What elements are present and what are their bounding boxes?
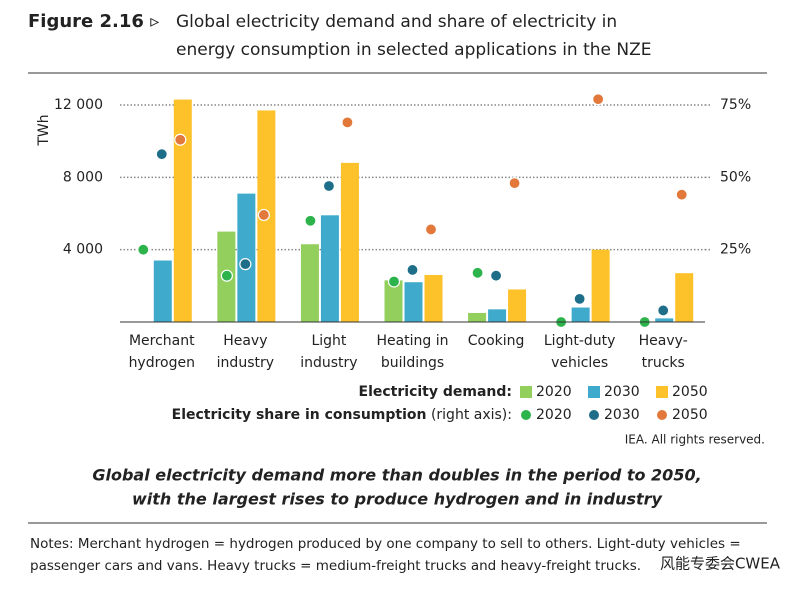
bar <box>591 249 610 322</box>
legend-title: Electricity demand: <box>359 384 512 400</box>
bar <box>384 280 403 322</box>
x-tick-label: Merchant <box>129 333 195 349</box>
source: IEA. All rights reserved. <box>625 433 765 447</box>
bar <box>424 274 443 322</box>
legend-label: 2030 <box>604 384 640 400</box>
bar <box>237 193 256 322</box>
dot <box>137 243 150 256</box>
dot <box>573 292 586 305</box>
bar <box>320 215 339 322</box>
legend-title: Electricity share in consumption (right … <box>172 407 512 423</box>
y-axis-label: TWh <box>36 114 52 146</box>
legend-note: (right axis): <box>431 407 512 423</box>
x-tick-label: hydrogen <box>129 355 195 371</box>
legend-title-bold: Electricity demand: <box>359 384 512 400</box>
x-tick-label: Light-duty <box>544 333 616 349</box>
caption: with the largest rises to produce hydrog… <box>132 490 663 509</box>
bar <box>655 318 674 322</box>
dot <box>675 188 688 201</box>
y-tick-label: 12 000 <box>54 97 103 113</box>
x-tick-label: vehicles <box>551 355 608 371</box>
legend-label: 2050 <box>672 384 708 400</box>
x-tick-label: Heating in <box>376 333 448 349</box>
caption: Global electricity demand more than doub… <box>92 466 701 485</box>
title: Global electricity demand and share of e… <box>176 12 617 32</box>
bar <box>173 99 192 322</box>
dot <box>508 177 521 190</box>
legend-title-bold: Electricity share in consumption <box>172 407 427 423</box>
bar <box>675 273 694 322</box>
x-tick-label: trucks <box>642 355 685 371</box>
bar <box>488 309 507 322</box>
dot <box>155 148 168 161</box>
figure-number: Figure 2.16 ▹ <box>28 11 159 32</box>
x-tick-label: Heavy <box>223 333 267 349</box>
bar <box>300 244 319 322</box>
bar <box>404 282 423 322</box>
y2-tick-label: 75% <box>720 97 751 113</box>
x-tick-label: industry <box>300 355 357 371</box>
dot <box>304 214 317 227</box>
bar <box>571 307 590 322</box>
dot <box>406 263 419 277</box>
dot <box>592 93 605 106</box>
bar <box>468 312 487 322</box>
legend-label: 2030 <box>604 407 640 423</box>
dot <box>424 223 438 236</box>
dot <box>239 258 252 271</box>
legend-swatch <box>521 410 531 420</box>
dot <box>174 133 187 146</box>
notes: passenger cars and vans. Heavy trucks = … <box>30 558 641 574</box>
y2-tick-label: 50% <box>720 169 751 185</box>
x-tick-label: buildings <box>381 355 444 371</box>
x-tick-label: Heavy- <box>639 333 688 349</box>
legend-label: 2020 <box>536 384 572 400</box>
dot <box>257 208 270 222</box>
legend-swatch <box>589 410 599 420</box>
dot <box>322 179 336 193</box>
dot <box>387 275 401 288</box>
bar <box>340 162 359 322</box>
legend-label: 2050 <box>672 407 708 423</box>
dot <box>220 269 233 282</box>
notes: Notes: Merchant hydrogen = hydrogen prod… <box>30 536 741 552</box>
title: energy consumption in selected applicati… <box>176 40 652 60</box>
x-tick-label: industry <box>217 355 274 371</box>
dot <box>471 266 484 279</box>
bar <box>153 260 172 322</box>
y-tick-label: 4 000 <box>63 242 103 258</box>
bar <box>508 289 527 322</box>
y2-tick-label: 25% <box>720 242 751 258</box>
y-tick-label: 8 000 <box>63 169 103 185</box>
legend-swatch <box>588 386 600 398</box>
x-tick-label: Cooking <box>468 333 525 349</box>
legend-swatch <box>657 410 667 420</box>
dot <box>489 269 503 282</box>
legend-label: 2020 <box>536 407 572 423</box>
dot <box>341 116 354 129</box>
watermark: 风能专委会CWEA <box>660 555 781 573</box>
legend-swatch <box>520 386 532 398</box>
legend-swatch <box>656 386 668 398</box>
dot <box>657 304 670 317</box>
x-tick-label: Light <box>311 333 346 349</box>
